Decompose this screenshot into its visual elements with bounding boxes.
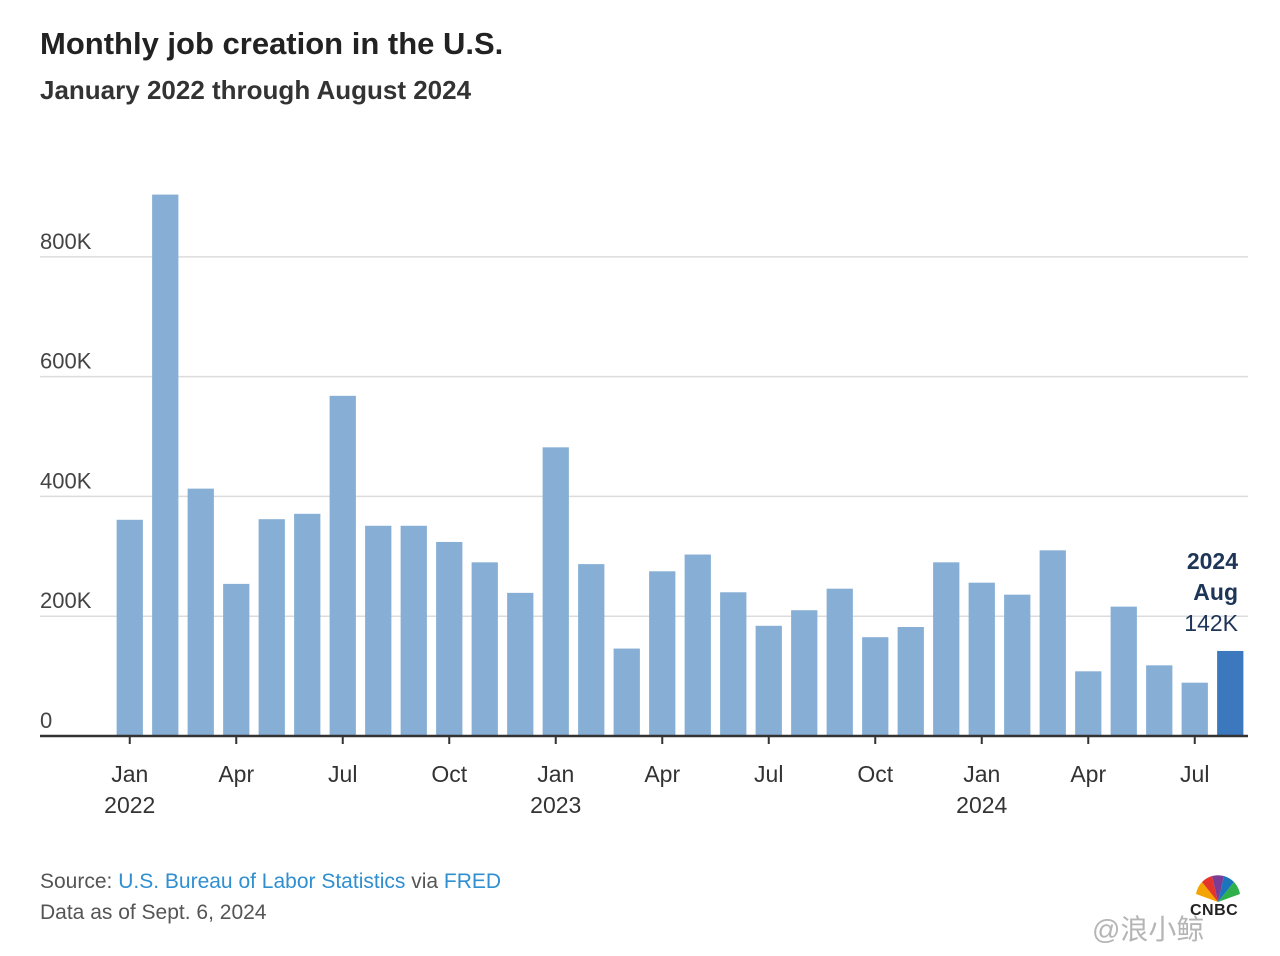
bar — [897, 626, 924, 736]
bar — [1146, 665, 1173, 736]
bar — [542, 447, 569, 736]
bar — [968, 582, 995, 736]
bar — [152, 194, 179, 736]
bar — [329, 395, 356, 736]
x-tick-year-label: 2023 — [530, 792, 581, 818]
x-tick-label: Apr — [218, 761, 254, 787]
bar — [720, 592, 747, 736]
bar — [507, 592, 534, 736]
bar — [223, 583, 250, 736]
bar — [933, 562, 960, 736]
x-tick-label: Oct — [857, 761, 893, 787]
highlight-month-label: Aug — [1193, 579, 1238, 605]
bar — [649, 571, 676, 736]
y-tick-label: 400K — [40, 468, 92, 493]
x-tick-label: Jan — [963, 761, 1000, 787]
y-tick-label: 800K — [40, 229, 92, 254]
bar — [1181, 682, 1208, 736]
bar — [258, 519, 285, 736]
bar — [684, 554, 711, 736]
y-tick-label: 200K — [40, 588, 92, 613]
bar — [116, 519, 143, 736]
data-as-of: Data as of Sept. 6, 2024 — [40, 901, 267, 924]
watermark: @浪小鲸 — [1092, 914, 1205, 945]
x-tick-year-label: 2022 — [104, 792, 155, 818]
bar — [471, 562, 498, 736]
x-tick-label: Apr — [1070, 761, 1106, 787]
bar — [187, 488, 214, 736]
x-tick-label: Jan — [111, 761, 148, 787]
bar — [755, 625, 782, 736]
bar — [400, 525, 427, 736]
bar — [365, 525, 392, 736]
chart-subtitle: January 2022 through August 2024 — [40, 75, 472, 105]
y-tick-label: 0 — [40, 708, 52, 733]
x-tick-label: Jul — [1180, 761, 1209, 787]
x-tick-label: Jan — [537, 761, 574, 787]
source-prefix: Source: — [40, 870, 119, 893]
bar — [862, 637, 889, 736]
cnbc-logo-text: CNBC — [1190, 902, 1239, 919]
bar — [1004, 594, 1031, 736]
bar — [826, 588, 853, 736]
cnbc-peacock-icon — [1196, 875, 1240, 902]
bar — [613, 648, 640, 736]
bar-highlight — [1217, 650, 1244, 736]
bar — [436, 541, 463, 736]
source-line: Source: U.S. Bureau of Labor Statistics … — [40, 870, 501, 894]
source-mid: via — [405, 870, 444, 893]
chart-title: Monthly job creation in the U.S. — [40, 26, 504, 61]
bar — [1075, 671, 1102, 736]
highlight-year-label: 2024 — [1187, 548, 1238, 574]
highlight-value-label: 142K — [1184, 610, 1238, 636]
source-link-fred[interactable]: FRED — [443, 870, 502, 893]
bar — [1039, 550, 1066, 736]
bar — [791, 610, 818, 736]
x-tick-label: Jul — [328, 761, 357, 787]
bar — [294, 513, 321, 736]
x-tick-label: Jul — [754, 761, 783, 787]
x-tick-label: Oct — [431, 761, 467, 787]
bar — [578, 564, 605, 736]
bar — [1110, 606, 1137, 736]
source-link-bls[interactable]: U.S. Bureau of Labor Statistics — [118, 870, 406, 893]
y-tick-label: 600K — [40, 349, 92, 374]
x-tick-label: Apr — [644, 761, 680, 787]
x-tick-year-label: 2024 — [956, 792, 1007, 818]
